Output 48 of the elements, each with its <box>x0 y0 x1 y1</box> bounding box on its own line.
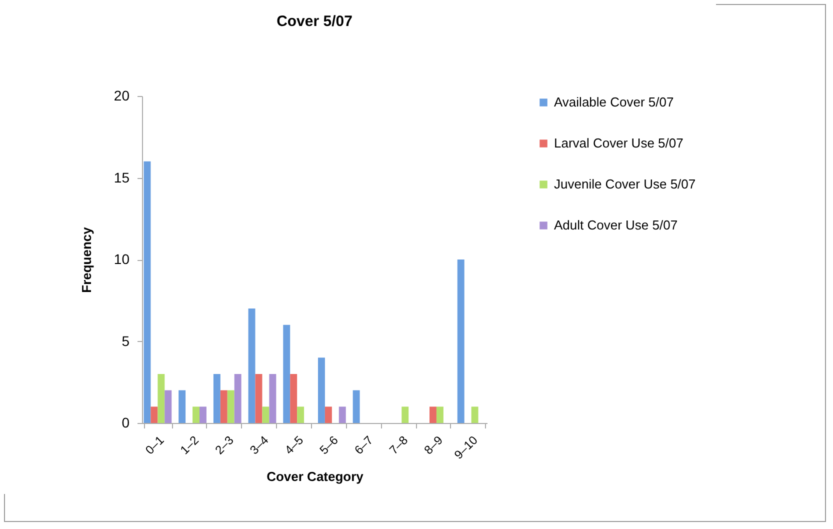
y-tick-label: 15 <box>114 169 130 186</box>
bar <box>269 374 276 423</box>
x-tick-label: 0–1 <box>142 432 167 458</box>
y-tick-label: 20 <box>114 88 130 104</box>
chart-title: Cover 5/07 <box>276 13 352 30</box>
bar <box>297 406 304 423</box>
x-tick-label: 8–9 <box>421 432 446 458</box>
bar <box>248 308 256 423</box>
y-tick-label: 0 <box>122 414 130 430</box>
bar <box>262 406 270 423</box>
bar <box>457 260 464 423</box>
bar <box>192 406 200 423</box>
bar <box>158 374 165 423</box>
bar <box>352 390 360 423</box>
x-tick-label: 5–6 <box>316 432 342 458</box>
bar <box>213 374 220 423</box>
bar <box>234 374 242 423</box>
bar <box>338 406 346 423</box>
x-tick-label: 1–2 <box>177 432 202 458</box>
x-tick-label: 2–3 <box>212 432 237 458</box>
bar <box>200 406 206 423</box>
y-axis-title: Frequency <box>78 226 94 293</box>
bar <box>324 406 332 423</box>
legend-label: Adult Cover Use 5/07 <box>554 218 678 232</box>
bar <box>220 390 228 423</box>
bar <box>178 390 186 423</box>
legend-label: Juvenile Cover Use 5/07 <box>554 176 696 192</box>
legend-label: Available Cover 5/07 <box>554 94 674 110</box>
bar <box>290 374 298 423</box>
bar <box>164 390 172 423</box>
x-tick-label: 3–4 <box>247 432 272 458</box>
x-tick-label: 4–5 <box>282 432 306 458</box>
bar <box>255 374 262 423</box>
bar <box>436 406 444 423</box>
bar <box>150 406 158 423</box>
x-tick-label: 6–7 <box>352 432 376 458</box>
bar <box>144 161 151 423</box>
bar <box>471 406 478 423</box>
bar <box>430 406 436 423</box>
bar <box>283 324 290 423</box>
bar <box>318 358 325 423</box>
bar <box>227 390 234 423</box>
x-axis-title: Cover Category <box>266 469 364 484</box>
x-tick-label: 7–8 <box>386 432 411 458</box>
bar <box>402 406 409 423</box>
legend-label: Larval Cover Use 5/07 <box>554 136 684 150</box>
y-tick-label: 10 <box>114 251 130 267</box>
y-tick-label: 5 <box>122 332 130 349</box>
